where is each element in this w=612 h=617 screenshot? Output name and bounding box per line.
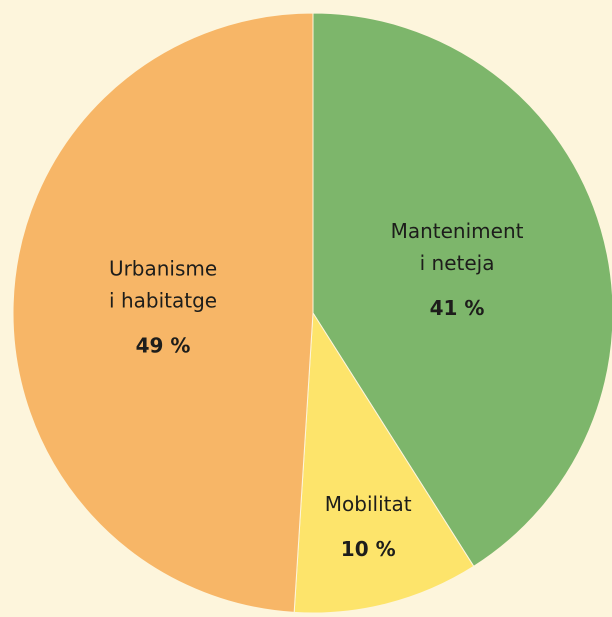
value-label: 10 %: [341, 537, 396, 561]
slice-label: Urbanisme: [109, 256, 217, 280]
value-label: 41 %: [430, 296, 485, 320]
pie-slice: [12, 12, 314, 613]
slice-label: Mobilitat: [325, 492, 412, 516]
value-label: 49 %: [136, 333, 191, 357]
slice-label: i neteja: [420, 251, 495, 275]
pie-slice: [312, 12, 612, 567]
slice-label: i habitatge: [109, 288, 217, 312]
slice-label: Manteniment: [391, 219, 524, 243]
pie-slice: [293, 311, 475, 614]
